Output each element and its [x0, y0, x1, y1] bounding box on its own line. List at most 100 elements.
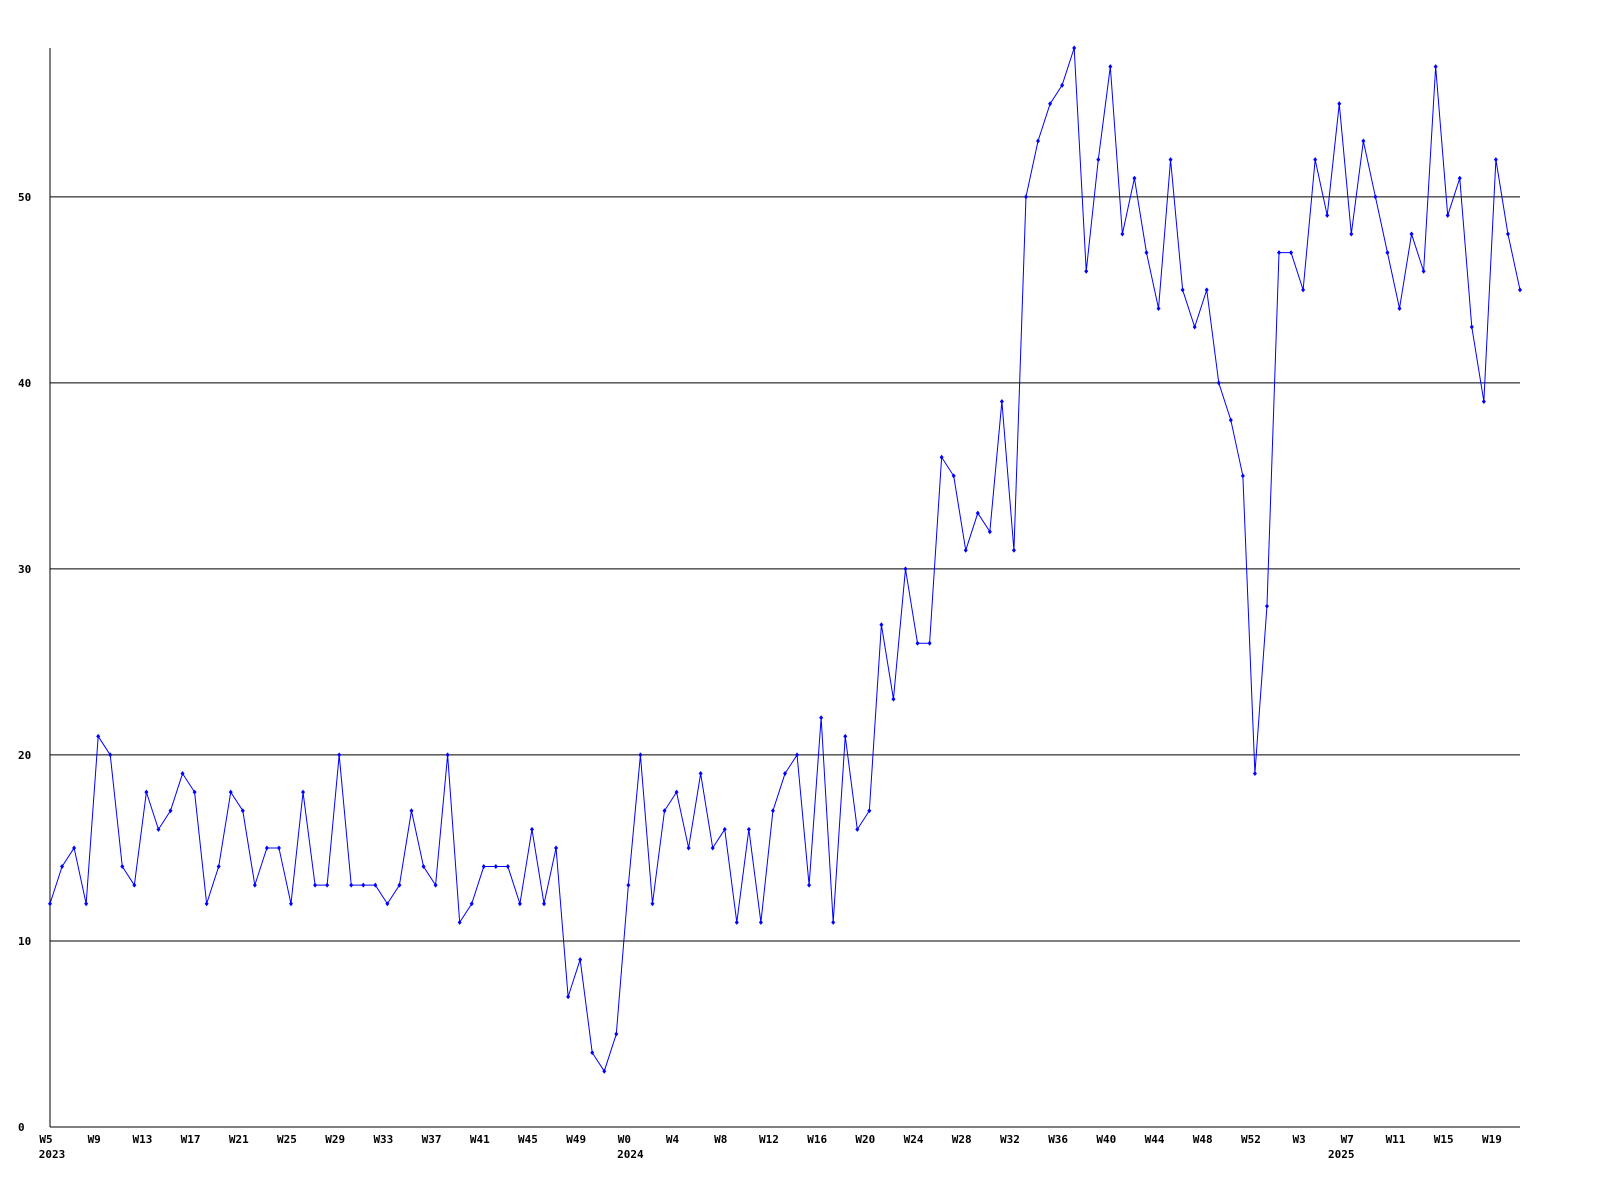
point — [1120, 231, 1125, 237]
x-tick-label: W0 — [618, 1133, 631, 1146]
point — [96, 733, 101, 739]
point — [879, 622, 884, 628]
point — [1313, 157, 1318, 163]
point — [758, 919, 763, 925]
x-tick-label: W16 — [807, 1133, 827, 1146]
point — [1409, 231, 1414, 237]
point — [614, 1031, 619, 1037]
point — [686, 845, 691, 851]
point — [1084, 268, 1089, 274]
x-tick-label: W11 — [1386, 1133, 1406, 1146]
point — [445, 752, 450, 758]
point — [542, 901, 547, 907]
point — [60, 864, 65, 870]
point — [1180, 287, 1185, 293]
point — [662, 808, 667, 814]
point — [48, 901, 52, 907]
point — [204, 901, 209, 907]
point — [397, 882, 402, 888]
point — [168, 808, 173, 814]
point — [1301, 287, 1306, 293]
point — [554, 845, 559, 851]
point — [710, 845, 715, 851]
point — [132, 882, 137, 888]
point — [831, 919, 836, 925]
point — [867, 808, 872, 814]
y-tick-label: 40 — [18, 377, 31, 390]
y-tick-label: 10 — [18, 935, 31, 948]
point — [337, 752, 342, 758]
point — [252, 882, 257, 888]
point — [819, 715, 824, 721]
x-tick-label: W25 — [277, 1133, 297, 1146]
x-tick-label: W12 — [759, 1133, 779, 1146]
point — [1289, 250, 1294, 256]
point — [951, 473, 956, 479]
point — [1277, 250, 1282, 256]
point — [108, 752, 113, 758]
point — [1469, 324, 1474, 330]
point — [843, 733, 848, 739]
y-tick-label: 50 — [18, 191, 31, 204]
point — [807, 882, 812, 888]
point — [529, 826, 534, 832]
x-tick-label: W3 — [1292, 1133, 1305, 1146]
x-tick-label: W17 — [181, 1133, 201, 1146]
x-tick-label: W37 — [422, 1133, 442, 1146]
x-tick-label: W5 — [39, 1133, 52, 1146]
point — [421, 864, 426, 870]
x-tick-label: W21 — [229, 1133, 249, 1146]
point — [1397, 305, 1402, 311]
point — [927, 640, 932, 646]
point — [963, 547, 968, 553]
point — [1373, 194, 1378, 200]
point — [1072, 45, 1077, 51]
point — [84, 901, 89, 907]
point — [349, 882, 354, 888]
y-tick-label: 20 — [18, 749, 31, 762]
point — [325, 882, 330, 888]
point — [1048, 101, 1053, 107]
x-tick-label: W19 — [1482, 1133, 1502, 1146]
point — [301, 789, 306, 795]
point — [1144, 250, 1149, 256]
x-tick-label: W9 — [88, 1133, 101, 1146]
point — [505, 864, 510, 870]
point — [1216, 380, 1221, 386]
point — [698, 771, 703, 777]
point — [156, 826, 161, 832]
point — [1228, 417, 1233, 423]
point — [746, 826, 751, 832]
point — [915, 640, 920, 646]
point — [1433, 64, 1438, 70]
point — [1252, 771, 1257, 777]
x-tick-label: W40 — [1096, 1133, 1116, 1146]
point — [999, 398, 1004, 404]
point — [1337, 101, 1342, 107]
point — [481, 864, 486, 870]
point — [770, 808, 775, 814]
point — [493, 864, 498, 870]
point — [734, 919, 739, 925]
point — [216, 864, 221, 870]
point — [1264, 603, 1269, 609]
year-label: 2025 — [1328, 1148, 1355, 1161]
point — [433, 882, 438, 888]
point — [373, 882, 378, 888]
point — [409, 808, 414, 814]
x-tick-label: W24 — [904, 1133, 924, 1146]
line — [49, 47, 1521, 1073]
point — [276, 845, 281, 851]
point — [264, 845, 269, 851]
x-tick-label: W29 — [325, 1133, 345, 1146]
point — [1361, 138, 1366, 144]
point — [1192, 324, 1197, 330]
point — [1481, 398, 1486, 404]
point — [1204, 287, 1209, 293]
point — [722, 826, 727, 832]
point — [566, 994, 571, 1000]
point — [578, 957, 583, 963]
point — [288, 901, 293, 907]
point — [650, 901, 655, 907]
year-label: 2023 — [39, 1148, 66, 1161]
